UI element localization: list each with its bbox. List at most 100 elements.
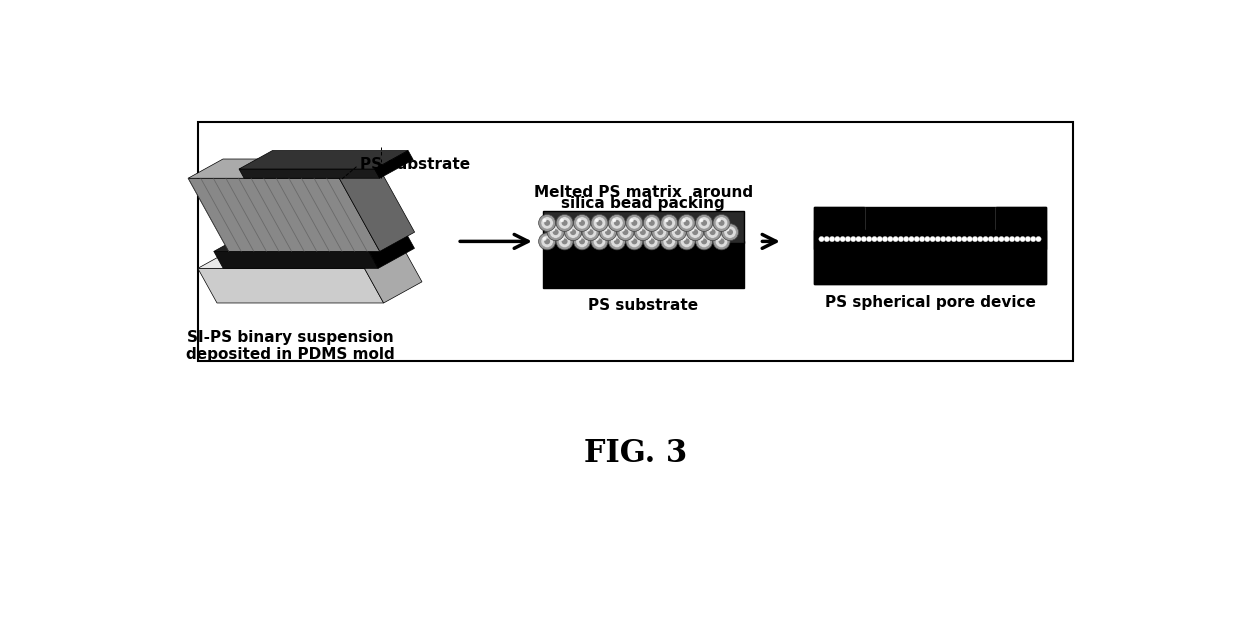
Circle shape [673,228,677,231]
Circle shape [593,217,605,229]
Circle shape [636,226,649,238]
Circle shape [725,228,729,231]
Bar [813,230,1047,284]
Circle shape [591,233,608,250]
Circle shape [560,237,564,241]
Circle shape [1004,236,1009,242]
Circle shape [722,224,739,241]
Circle shape [652,224,668,241]
Text: PS spherical pore device: PS spherical pore device [825,296,1035,310]
Circle shape [570,229,577,235]
Circle shape [682,219,686,222]
Text: Melted PS matrix  around: Melted PS matrix around [533,185,753,200]
Polygon shape [239,169,379,178]
Circle shape [678,233,696,250]
Circle shape [835,236,839,242]
Circle shape [699,237,703,241]
Circle shape [578,219,582,222]
Circle shape [656,228,660,231]
Circle shape [626,214,642,231]
Bar [543,210,744,243]
Polygon shape [213,252,378,269]
Polygon shape [198,247,403,269]
Circle shape [613,237,616,241]
Circle shape [629,217,641,229]
Polygon shape [365,247,422,303]
Circle shape [609,233,625,250]
Circle shape [692,229,698,235]
Circle shape [988,236,993,242]
Polygon shape [188,159,374,178]
Circle shape [569,228,573,231]
Circle shape [713,233,730,250]
Circle shape [715,235,728,248]
Circle shape [588,229,594,235]
Circle shape [672,226,684,238]
Circle shape [1025,236,1030,242]
Circle shape [701,220,707,226]
Circle shape [678,214,696,231]
Bar [197,122,1074,361]
Circle shape [538,214,556,231]
Circle shape [872,236,877,242]
Circle shape [649,220,655,226]
Circle shape [670,224,686,241]
Circle shape [967,236,972,242]
Circle shape [601,226,614,238]
Circle shape [605,229,611,235]
Circle shape [543,219,547,222]
Circle shape [575,217,588,229]
Circle shape [574,233,590,250]
Circle shape [657,229,663,235]
Circle shape [665,219,668,222]
Circle shape [661,233,678,250]
Circle shape [631,220,637,226]
Circle shape [717,219,720,222]
Circle shape [715,217,728,229]
Circle shape [646,235,658,248]
Circle shape [717,237,720,241]
Circle shape [1014,236,1021,242]
Circle shape [935,236,941,242]
Circle shape [587,228,590,231]
Bar [543,241,744,288]
Circle shape [977,236,983,242]
Circle shape [556,214,573,231]
Circle shape [599,224,616,241]
Circle shape [909,236,914,242]
Bar [813,207,1047,284]
Circle shape [914,236,920,242]
Circle shape [861,236,867,242]
Circle shape [564,224,582,241]
Circle shape [983,236,988,242]
Circle shape [699,219,703,222]
Circle shape [701,238,707,245]
Circle shape [709,229,715,235]
Text: SI-PS binary suspension
deposited in PDMS mold: SI-PS binary suspension deposited in PDM… [186,330,396,362]
Circle shape [851,236,856,242]
Bar [996,207,1043,241]
Circle shape [644,214,661,231]
Circle shape [663,217,676,229]
Circle shape [930,236,935,242]
Circle shape [698,235,711,248]
Circle shape [582,224,599,241]
Circle shape [556,233,573,250]
Polygon shape [340,159,414,252]
Circle shape [574,214,590,231]
Polygon shape [198,269,383,303]
Circle shape [649,238,655,245]
Text: PS substrate: PS substrate [588,298,698,313]
Circle shape [596,238,603,245]
Circle shape [614,220,620,226]
Circle shape [682,237,686,241]
Circle shape [661,214,678,231]
Bar [996,207,1047,249]
Circle shape [696,214,713,231]
Circle shape [919,236,925,242]
Circle shape [888,236,893,242]
Circle shape [691,228,694,231]
Circle shape [713,214,730,231]
Text: silica bead packing: silica bead packing [562,196,725,211]
Circle shape [567,226,579,238]
